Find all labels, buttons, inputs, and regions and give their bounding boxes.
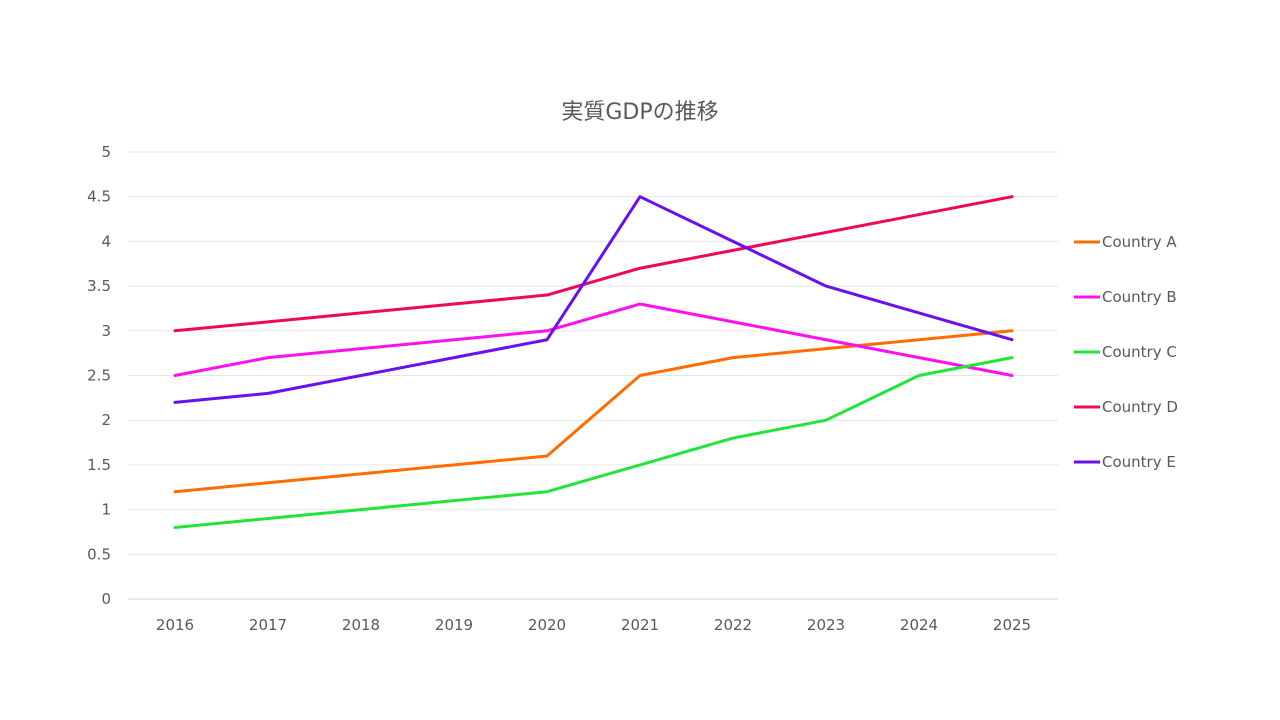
y-tick-label: 5 [101,143,111,161]
x-tick-label: 2024 [900,616,938,634]
legend-label: Country C [1102,343,1177,361]
grid-lines [128,151,1058,600]
legend-label: Country E [1102,453,1176,471]
y-tick-label: 1 [101,501,111,519]
series-line-country-d [173,195,1014,333]
series-lines [173,195,1014,529]
legend: Country A Country B Country C Country D Coun… [1074,233,1178,471]
y-axis: 0 0.5 1 1.5 2 2.5 3 3.5 4 4.5 5 [87,143,111,608]
y-tick-label: 3.5 [87,277,111,295]
y-tick-label: 0 [101,590,111,608]
y-tick-label: 3 [101,322,111,340]
x-tick-label: 2016 [156,616,194,634]
y-tick-label: 0.5 [87,545,111,563]
x-tick-label: 2021 [621,616,659,634]
x-tick-label: 2020 [528,616,566,634]
x-tick-label: 2018 [342,616,380,634]
series-line-country-e [173,195,1014,404]
x-tick-label: 2025 [993,616,1031,634]
x-tick-label: 2019 [435,616,473,634]
y-tick-label: 1.5 [87,456,111,474]
y-tick-label: 2.5 [87,367,111,385]
y-tick-label: 4 [101,232,111,250]
y-tick-label: 2 [101,411,111,429]
series-line-country-b [173,302,1014,377]
legend-label: Country B [1102,288,1177,306]
legend-label: Country D [1102,398,1178,416]
x-tick-label: 2023 [807,616,845,634]
chart-title: 実質GDPの推移 [561,100,718,125]
y-tick-label: 4.5 [87,188,111,206]
x-tick-label: 2022 [714,616,752,634]
x-axis: 2016 2017 2018 2019 2020 2021 2022 2023 2024 2025 [156,616,1031,634]
x-tick-label: 2017 [249,616,287,634]
series-line-country-a [173,329,1014,494]
series-line-country-c [173,356,1014,529]
legend-label: Country A [1102,233,1177,251]
